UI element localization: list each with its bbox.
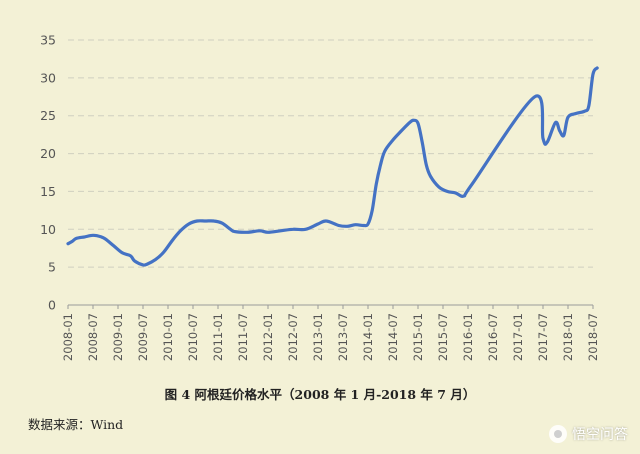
x-tick-label: 2017-07	[536, 313, 550, 361]
y-tick-label: 5	[48, 260, 56, 275]
line-chart: 0 5 10 15 20 25 30 35 2008-01 2008-07 2009-01 2009-…	[40, 33, 600, 362]
x-tick-label: 2014-01	[361, 313, 375, 361]
x-tick-label: 2011-07	[236, 313, 250, 361]
y-tick-label: 30	[40, 70, 56, 85]
x-tick-label: 2015-01	[411, 313, 425, 361]
x-tick-label: 2008-07	[86, 313, 100, 361]
x-tick-label: 2015-07	[436, 313, 450, 361]
y-tick-label: 15	[40, 184, 56, 199]
data-source: 数据来源：Wind	[28, 417, 124, 432]
y-tick-label: 0	[48, 298, 56, 313]
wukong-logo-icon	[549, 425, 567, 443]
x-tick-label: 2012-01	[261, 313, 275, 361]
watermark: 悟空问答	[549, 424, 628, 444]
x-tick-label: 2016-07	[486, 313, 500, 361]
y-tick-label: 25	[40, 108, 56, 123]
x-tick-label: 2014-07	[386, 313, 400, 361]
x-tick-label: 2011-01	[211, 313, 225, 361]
x-tick-label: 2013-07	[336, 313, 350, 361]
y-tick-label: 35	[40, 33, 56, 48]
x-tick-label: 2008-01	[61, 313, 75, 361]
x-tick-label: 2018-07	[586, 313, 600, 361]
x-tick-label: 2010-07	[186, 313, 200, 361]
series-line	[66, 66, 599, 267]
x-tick-label: 2012-07	[286, 313, 300, 361]
y-tick-label: 10	[40, 222, 56, 237]
x-tick-label: 2016-01	[461, 313, 475, 361]
figure-caption: 图 4 阿根廷价格水平（2008 年 1 月-2018 年 7 月）	[164, 387, 476, 402]
x-tick-label: 2013-01	[311, 313, 325, 361]
watermark-text: 悟空问答	[572, 427, 628, 443]
x-tick-label: 2010-01	[161, 313, 175, 361]
x-tick-label: 2017-01	[511, 313, 525, 361]
x-tick-label: 2009-07	[136, 313, 150, 361]
y-tick-label: 20	[40, 146, 56, 161]
x-tick-label: 2018-01	[561, 313, 575, 361]
x-tick-label: 2009-01	[111, 313, 125, 361]
